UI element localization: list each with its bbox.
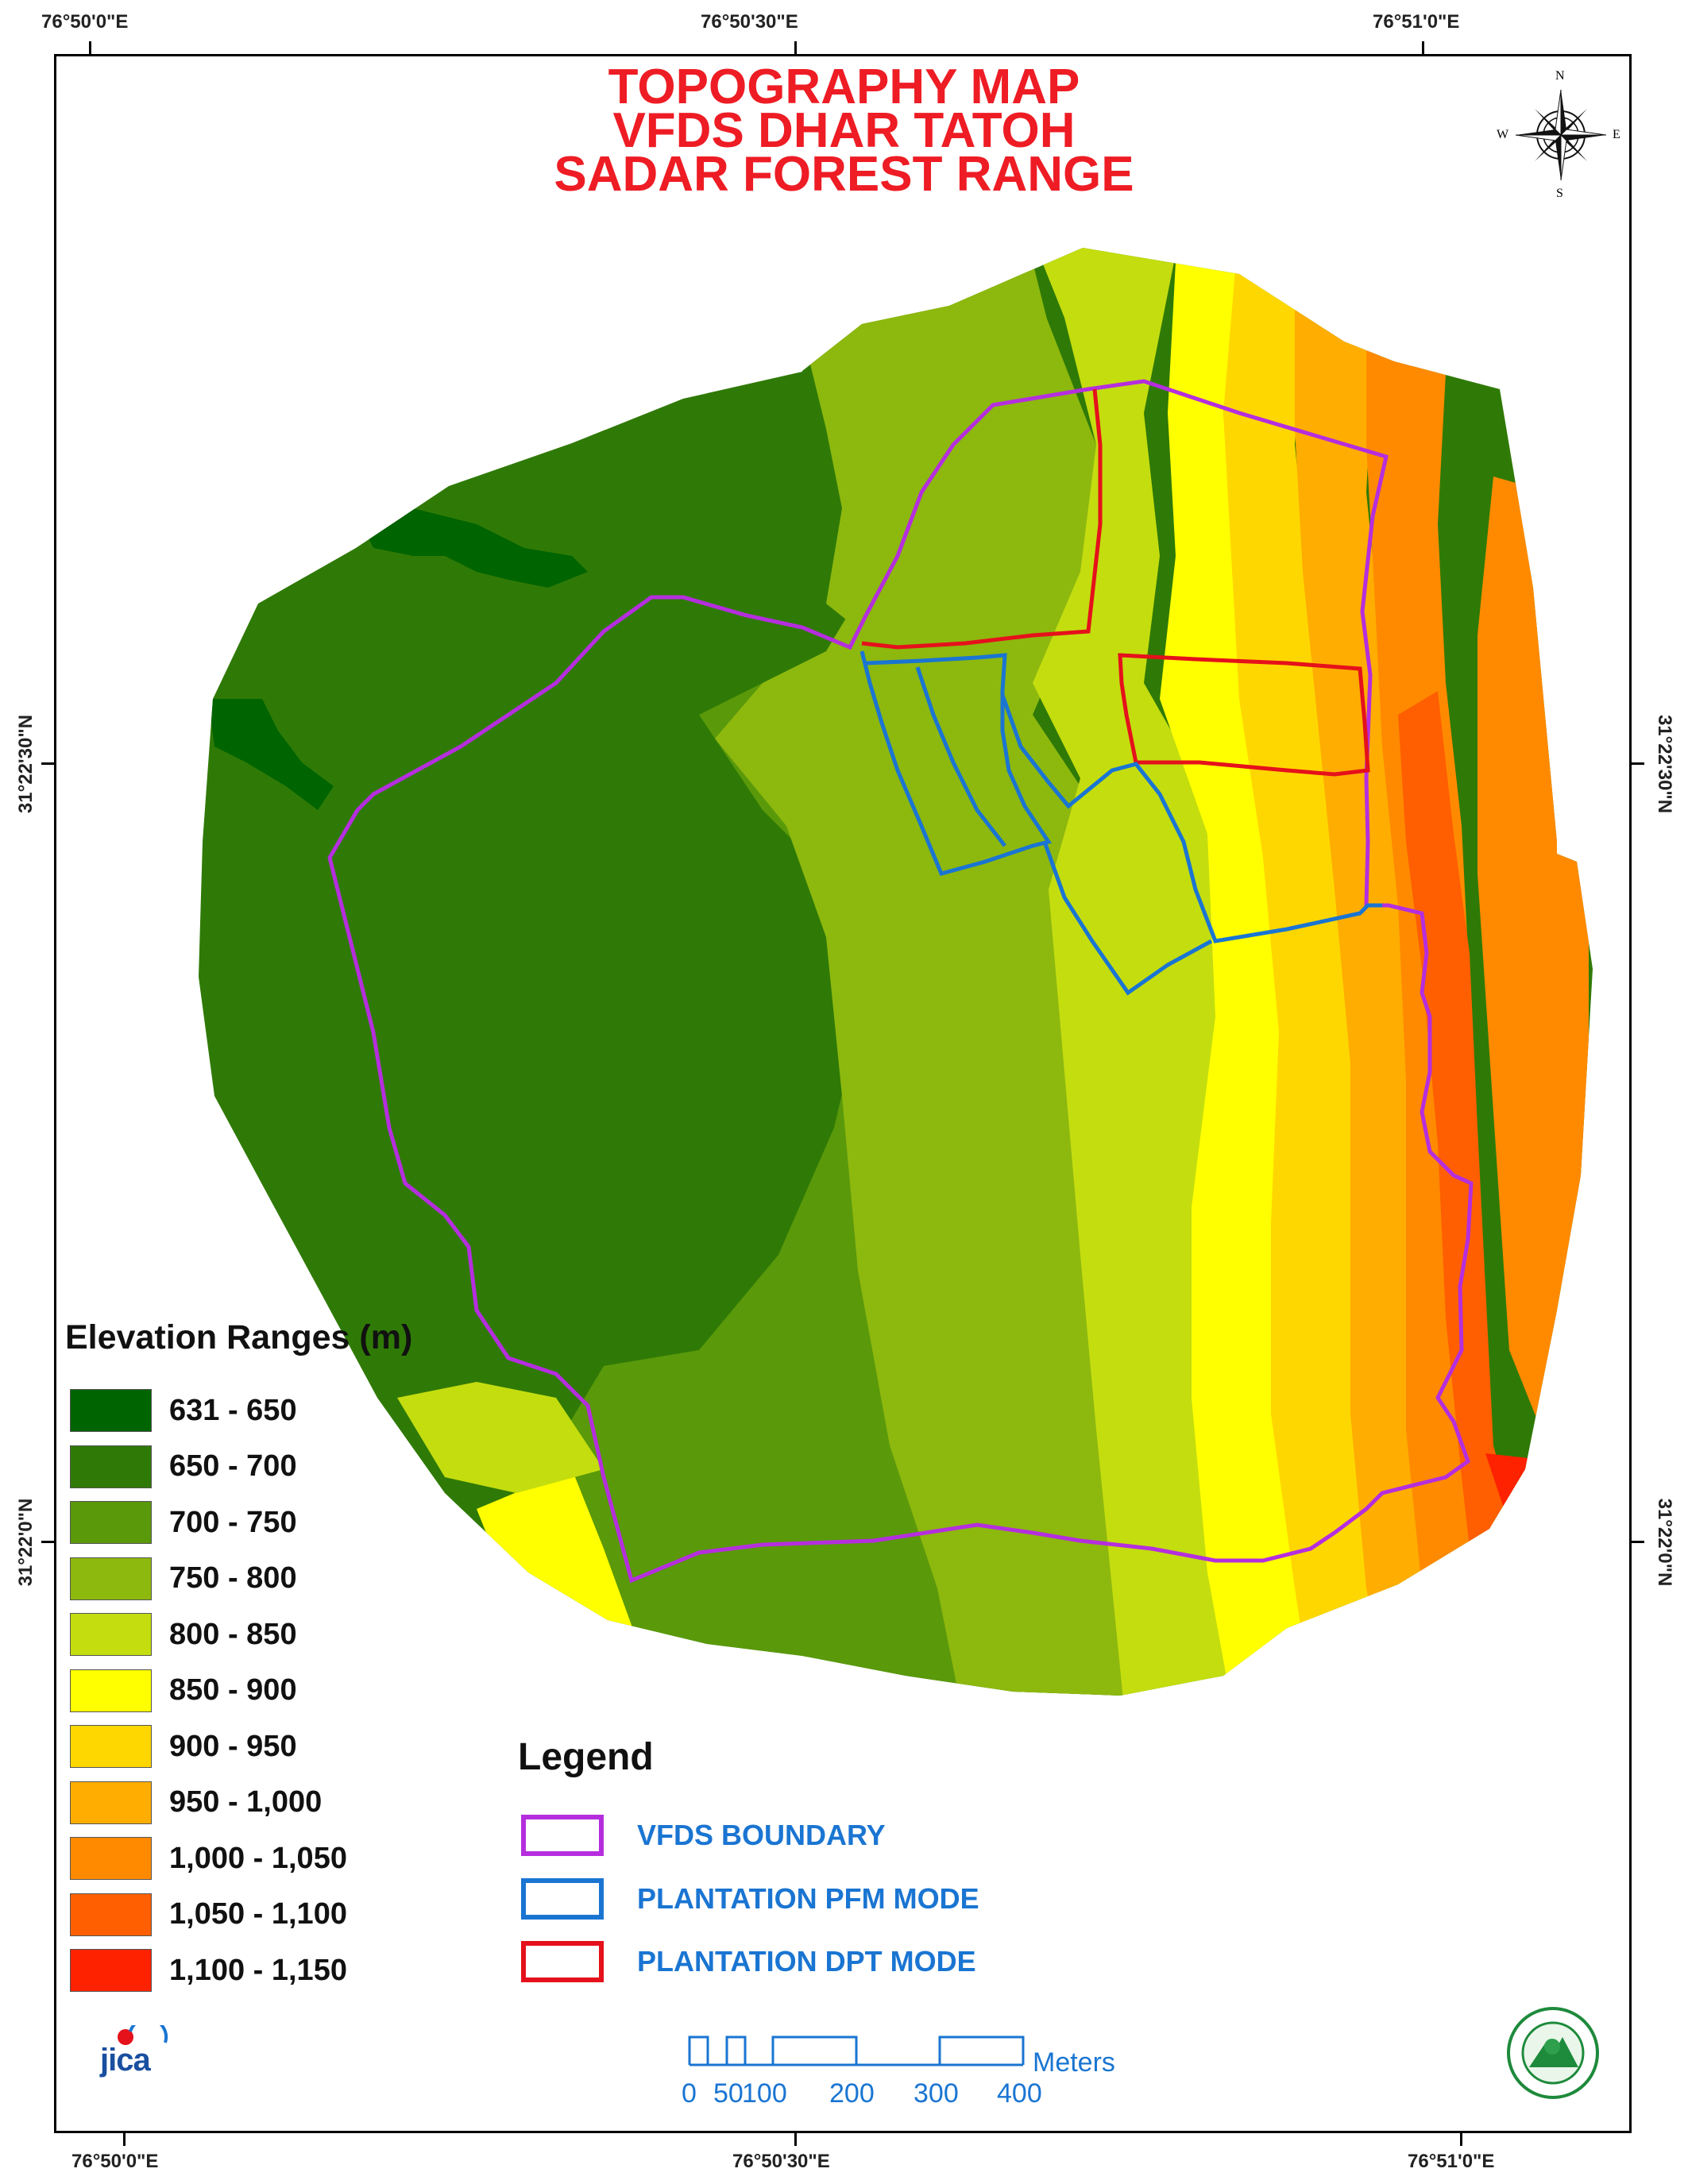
latitude-label-left: 31°22'30"N xyxy=(15,714,37,814)
elevation-legend-item: 800 - 850 xyxy=(70,1612,297,1657)
jica-logo-icon: jica xyxy=(97,2016,176,2081)
elevation-swatch xyxy=(70,1501,152,1544)
elevation-label: 800 - 850 xyxy=(169,1617,297,1651)
tick-right xyxy=(1632,1541,1644,1543)
elevation-legend-item: 1,000 - 1,050 xyxy=(70,1836,347,1881)
legend-symbol xyxy=(521,1941,604,1982)
scale-label: 200 xyxy=(829,2078,875,2109)
tick-bottom xyxy=(1460,2133,1462,2146)
tick-bottom xyxy=(123,2133,126,2146)
latitude-label-right: 31°22'30"N xyxy=(1654,714,1675,814)
longitude-label-top: 76°50'0"E xyxy=(41,11,129,33)
map-title-line-1: TOPOGRAPHY MAP xyxy=(608,60,1080,114)
compass-s: S xyxy=(1556,187,1563,200)
scale-label: 400 xyxy=(997,2078,1042,2109)
elevation-legend-item: 850 - 900 xyxy=(70,1669,297,1713)
elevation-swatch xyxy=(70,1949,152,1992)
elevation-legend-title: Elevation Ranges (m) xyxy=(65,1318,413,1356)
elevation-swatch xyxy=(70,1725,152,1768)
longitude-label-bottom: 76°50'0"E xyxy=(71,2151,159,2172)
elevation-label: 750 - 800 xyxy=(169,1561,297,1595)
map-title-line-3: SADAR FOREST RANGE xyxy=(554,147,1134,202)
compass-rose-icon: N S E W xyxy=(1497,69,1620,200)
elevation-swatch xyxy=(70,1557,152,1600)
elevation-legend-item: 650 - 700 xyxy=(70,1445,297,1489)
elevation-swatch xyxy=(70,1613,152,1656)
elevation-legend-item: 1,050 - 1,100 xyxy=(70,1893,347,1937)
plantation-pfm-mode xyxy=(859,650,1053,876)
jica-logo-text: jica xyxy=(100,2043,151,2078)
legend-item: PLANTATION PFM MODE xyxy=(521,1876,979,1922)
legend-label: PLANTATION PFM MODE xyxy=(637,1882,979,1915)
forest-department-seal-icon xyxy=(1505,2005,1601,2101)
legend-symbol xyxy=(521,1815,604,1856)
elevation-legend-item: 1,100 - 1,150 xyxy=(70,1948,347,1993)
elevation-swatch xyxy=(70,1389,152,1432)
longitude-label-top: 76°51'0"E xyxy=(1373,11,1460,33)
tick-right xyxy=(1632,762,1644,765)
plantation-dpt-mode xyxy=(1118,653,1370,777)
tick-top xyxy=(794,41,797,54)
latitude-label-left: 31°22'0"N xyxy=(15,1498,37,1587)
elevation-label: 650 - 700 xyxy=(169,1449,297,1483)
legend-item: PLANTATION DPT MODE xyxy=(521,1939,976,1985)
plantation-dpt-mode xyxy=(861,388,1103,650)
tick-top xyxy=(1422,41,1424,54)
elevation-label: 1,050 - 1,100 xyxy=(169,1897,347,1931)
scale-label: 0 xyxy=(682,2078,697,2109)
compass-n: N xyxy=(1555,69,1565,83)
plantation-pfm-mode xyxy=(1000,694,1382,943)
scale-unit: Meters xyxy=(1033,2047,1115,2078)
elevation-swatch xyxy=(70,1669,152,1712)
elevation-label: 631 - 650 xyxy=(169,1393,297,1427)
elevation-legend-item: 950 - 1,000 xyxy=(70,1781,322,1825)
elevation-swatch xyxy=(70,1445,152,1488)
elevation-raster xyxy=(199,248,1593,1696)
longitude-label-bottom: 76°51'0"E xyxy=(1408,2151,1495,2172)
scale-label: 100 xyxy=(742,2078,787,2109)
map-frame xyxy=(54,54,1632,2133)
map-title-line-2: VFDS DHAR TATOH xyxy=(612,103,1076,158)
legend-item: VFDS BOUNDARY xyxy=(521,1812,886,1858)
elevation-label: 700 - 750 xyxy=(169,1505,297,1539)
elevation-swatch xyxy=(70,1837,152,1880)
elevation-label: 1,000 - 1,050 xyxy=(169,1841,347,1875)
elevation-legend-item: 700 - 750 xyxy=(70,1500,297,1545)
latitude-label-right: 31°22'0"N xyxy=(1654,1498,1675,1587)
elevation-swatch xyxy=(70,1893,152,1936)
scale-bar xyxy=(687,2033,1037,2073)
plantation-pfm-mode xyxy=(915,666,1006,847)
scale-label: 50 xyxy=(713,2078,744,2109)
scale-label: 300 xyxy=(914,2078,959,2109)
longitude-label-bottom: 76°50'30"E xyxy=(732,2151,830,2172)
plantation-pfm-mode xyxy=(1042,841,1213,996)
legend-symbol xyxy=(521,1878,604,1920)
tick-left xyxy=(41,762,54,765)
longitude-label-top: 76°50'30"E xyxy=(701,11,798,33)
elevation-label: 900 - 950 xyxy=(169,1729,297,1763)
compass-e: E xyxy=(1613,128,1620,141)
elevation-label: 850 - 900 xyxy=(169,1673,297,1707)
compass-w: W xyxy=(1497,128,1509,141)
tick-left xyxy=(41,1541,54,1543)
elevation-label: 950 - 1,000 xyxy=(169,1785,323,1819)
elevation-legend-item: 900 - 950 xyxy=(70,1724,297,1769)
elevation-swatch xyxy=(70,1781,152,1824)
legend-title: Legend xyxy=(518,1736,654,1778)
elevation-legend-item: 631 - 650 xyxy=(70,1388,297,1433)
legend-label: PLANTATION DPT MODE xyxy=(637,1945,976,1978)
topography-map xyxy=(199,248,1593,1696)
vfds-boundary xyxy=(327,379,1474,1584)
elevation-label: 1,100 - 1,150 xyxy=(169,1953,347,1987)
tick-top xyxy=(89,41,91,54)
legend-label: VFDS BOUNDARY xyxy=(637,1819,886,1851)
tick-bottom xyxy=(794,2133,797,2146)
elevation-legend-item: 750 - 800 xyxy=(70,1557,297,1601)
